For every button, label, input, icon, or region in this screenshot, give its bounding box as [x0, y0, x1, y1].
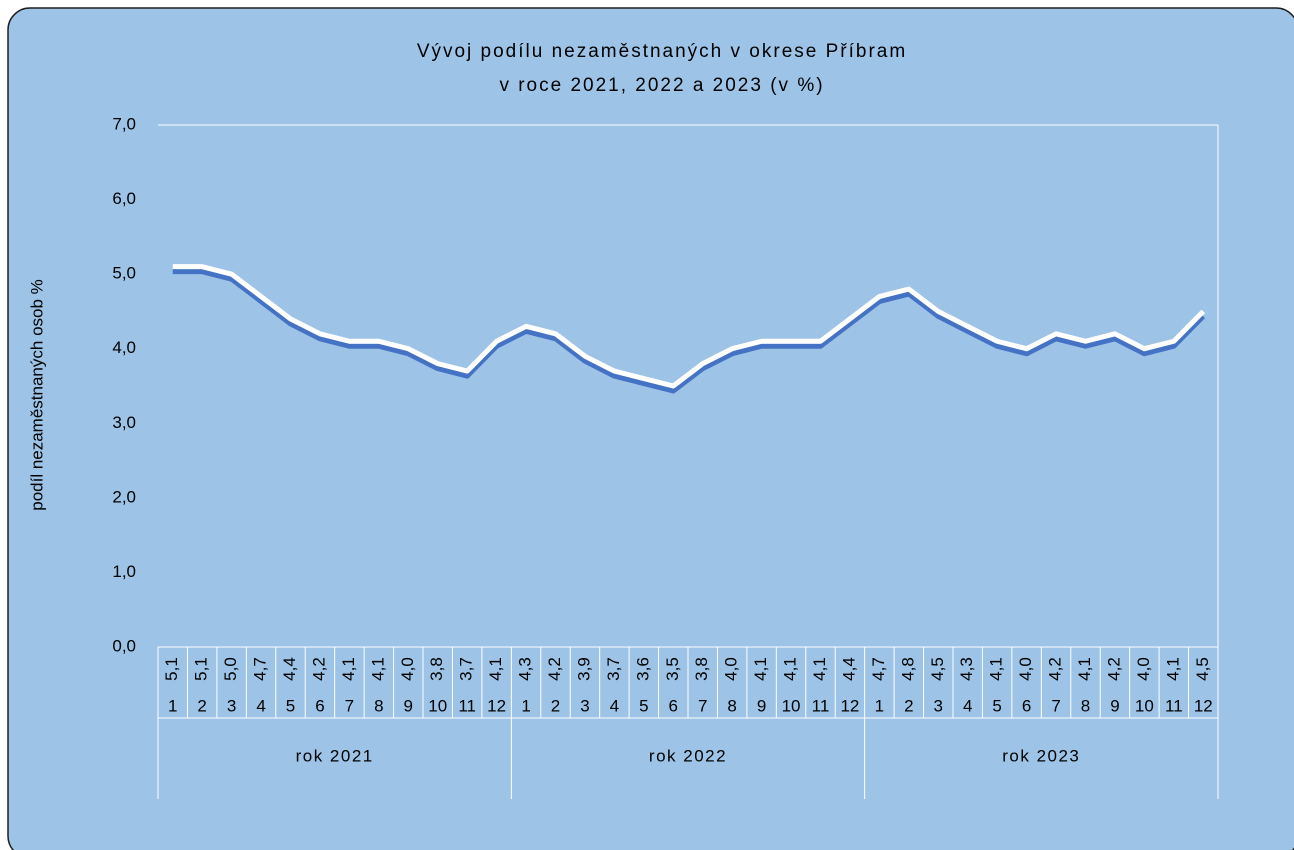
- x-tick-label: 5: [992, 696, 1001, 715]
- data-label: 4,1: [987, 657, 1006, 681]
- x-tick-label: 12: [840, 696, 859, 715]
- chart-title: Vývoj podílu nezaměstnaných v okrese Pří…: [417, 41, 907, 62]
- x-tick-label: 11: [1165, 696, 1183, 715]
- data-label: 4,2: [1046, 657, 1065, 681]
- y-tick-label: 2,0: [112, 487, 136, 506]
- x-tick-label: 11: [812, 696, 830, 715]
- y-tick-label: 7,0: [112, 114, 136, 133]
- x-tick-label: 6: [1022, 696, 1031, 715]
- data-label: 5,1: [162, 657, 181, 681]
- x-tick-label: 8: [374, 696, 383, 715]
- data-label: 4,2: [1104, 657, 1123, 681]
- data-label: 5,1: [192, 657, 211, 681]
- data-label: 4,4: [839, 657, 858, 681]
- x-tick-label: 3: [227, 696, 236, 715]
- x-group-label: rok 2022: [649, 746, 727, 765]
- data-label: 4,1: [810, 657, 829, 681]
- data-label: 4,5: [1193, 657, 1212, 681]
- data-label: 4,8: [898, 657, 917, 681]
- chart-background: [7, 7, 1294, 850]
- x-tick-label: 10: [428, 696, 447, 715]
- data-label: 4,1: [1075, 657, 1094, 681]
- x-tick-label: 5: [639, 696, 648, 715]
- x-tick-label: 1: [521, 696, 530, 715]
- y-axis-label: podíl nezaměstnaných osob %: [27, 279, 46, 511]
- data-label: 3,8: [692, 657, 711, 681]
- x-tick-label: 2: [197, 696, 206, 715]
- data-label: 4,1: [339, 657, 358, 681]
- data-label: 3,9: [574, 657, 593, 681]
- y-tick-label: 6,0: [112, 189, 136, 208]
- x-tick-label: 4: [256, 696, 265, 715]
- x-tick-label: 10: [1135, 696, 1154, 715]
- x-tick-label: 2: [551, 696, 560, 715]
- x-tick-label: 4: [963, 696, 972, 715]
- x-tick-label: 9: [404, 696, 413, 715]
- x-tick-label: 3: [934, 696, 943, 715]
- data-label: 4,1: [486, 657, 505, 681]
- x-tick-label: 5: [286, 696, 295, 715]
- x-tick-label: 6: [315, 696, 324, 715]
- data-label: 3,7: [604, 657, 623, 681]
- x-tick-label: 10: [782, 696, 801, 715]
- line-shadow: [172, 269, 1206, 394]
- data-label: 4,1: [1163, 657, 1182, 681]
- x-tick-label: 1: [875, 696, 884, 715]
- x-tick-label: 6: [669, 696, 678, 715]
- y-tick-label: 0,0: [112, 636, 136, 655]
- data-label: 4,4: [280, 657, 299, 681]
- y-tick-label: 1,0: [112, 562, 136, 581]
- x-tick-label: 12: [1194, 696, 1213, 715]
- x-tick-label: 11: [458, 696, 476, 715]
- x-tick-label: 4: [610, 696, 619, 715]
- data-label: 4,7: [251, 657, 270, 681]
- y-tick-label: 3,0: [112, 413, 136, 432]
- chart-title: v roce 2021, 2022 a 2023 (v %): [499, 75, 824, 96]
- y-tick-label: 5,0: [112, 264, 136, 283]
- data-label: 4,0: [722, 657, 741, 681]
- y-tick-label: 4,0: [112, 338, 136, 357]
- x-tick-label: 8: [1081, 696, 1090, 715]
- x-group-label: rok 2023: [1002, 746, 1080, 765]
- data-label: 4,5: [928, 657, 947, 681]
- x-tick-label: 2: [904, 696, 913, 715]
- x-tick-label: 3: [580, 696, 589, 715]
- x-tick-label: 9: [757, 696, 766, 715]
- data-label: 4,7: [869, 657, 888, 681]
- data-label: 4,0: [398, 657, 417, 681]
- line: [172, 264, 1206, 389]
- data-label: 3,5: [663, 657, 682, 681]
- data-label: 4,1: [368, 657, 387, 681]
- data-label: 5,0: [221, 657, 240, 681]
- x-tick-label: 7: [698, 696, 707, 715]
- data-label: 4,3: [957, 657, 976, 681]
- x-tick-label: 7: [1051, 696, 1060, 715]
- data-label: 3,7: [457, 657, 476, 681]
- x-tick-label: 8: [727, 696, 736, 715]
- x-group-label: rok 2021: [296, 746, 374, 765]
- x-tick-label: 12: [487, 696, 506, 715]
- data-label: 4,1: [781, 657, 800, 681]
- data-label: 4,0: [1016, 657, 1035, 681]
- data-label: 3,6: [633, 657, 652, 681]
- x-tick-label: 7: [345, 696, 354, 715]
- data-label: 4,2: [309, 657, 328, 681]
- data-label: 4,3: [516, 657, 535, 681]
- x-tick-label: 9: [1110, 696, 1119, 715]
- data-label: 3,8: [427, 657, 446, 681]
- data-label: 4,0: [1134, 657, 1153, 681]
- x-tick-label: 1: [168, 696, 177, 715]
- data-label: 4,1: [751, 657, 770, 681]
- data-label: 4,2: [545, 657, 564, 681]
